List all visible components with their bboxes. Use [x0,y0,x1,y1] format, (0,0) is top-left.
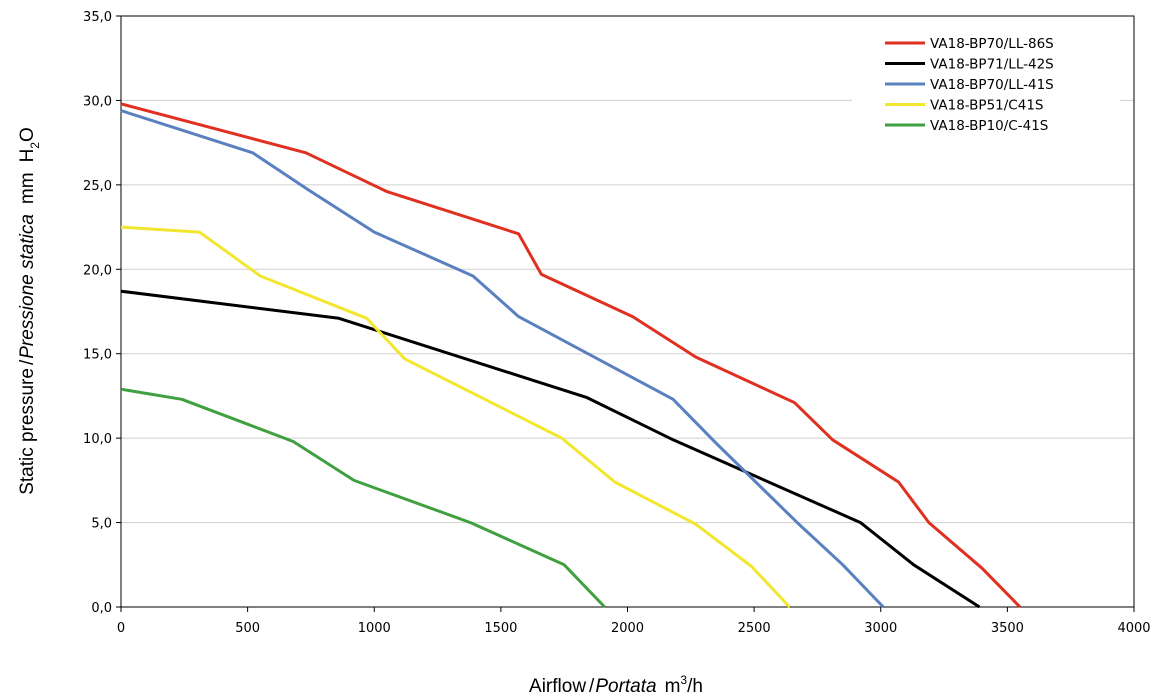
series-lines [120,102,1022,609]
x-axis-title-sep: / [589,676,595,697]
x-axis-ticks: 0 500 1000 1500 2000 2500 3000 3500 4000 [117,607,1151,636]
y-tick-label: 35,0 [83,10,112,25]
x-tick-label: 500 [235,621,260,636]
legend-box [852,30,1120,150]
y-tick-label: 5,0 [91,517,112,532]
legend-label-0: VA18-BP70/LL-86S [930,36,1054,52]
y-tick-label: 0,0 [91,601,112,616]
y-axis-title-unit-sub: 2 [28,142,42,149]
y-axis-title-italic: Pressione statica [17,214,38,359]
y-tick-label: 15,0 [83,348,112,363]
y-axis-title-unit-h: H [17,149,38,163]
legend-label-2: VA18-BP70/LL-41S [930,77,1054,93]
series-line-3 [120,225,791,609]
series-line-0 [120,102,1022,609]
x-tick-label: 4000 [1117,621,1150,636]
x-tick-label: 1500 [484,621,517,636]
x-tick-label: 2500 [738,621,771,636]
y-tick-label: 10,0 [83,432,112,447]
legend-label-3: VA18-BP51/C41S [930,98,1043,114]
x-tick-label: 1000 [358,621,391,636]
x-axis-title-unit-tail: /h [687,676,703,697]
x-axis-title-prefix: Airflow [529,676,586,697]
x-tick-label: 2000 [611,621,644,636]
y-axis-title-unit: mm [17,172,38,204]
series-line-2 [120,109,885,609]
x-axis-title-italic: Portata [595,676,656,697]
x-axis-title-unit-sup: 3 [680,673,687,687]
x-tick-label: 0 [117,621,125,636]
y-axis-ticks: 0,0 5,0 10,0 15,0 20,0 25,0 30,0 35,0 [83,10,121,616]
y-axis-title: Static pressure /Pressione statica mm H2O [17,127,42,495]
series-line-4 [120,387,606,609]
x-axis-title-unit: m [665,676,681,697]
legend-label-4: VA18-BP10/C-41S [930,118,1048,134]
y-tick-label: 30,0 [83,94,112,109]
x-tick-label: 3500 [991,621,1024,636]
gridlines [121,99,1134,524]
x-axis-title: Airflow/Portata m3/h [529,673,703,697]
y-axis-title-sep: / [17,359,38,365]
y-tick-label: 25,0 [83,179,112,194]
x-tick-label: 3000 [864,621,897,636]
y-axis-title-prefix: Static pressure [17,368,38,495]
y-tick-label: 20,0 [83,263,112,278]
series-line-1 [120,289,981,609]
legend: VA18-BP70/LL-86S VA18-BP71/LL-42S VA18-BP7… [852,30,1120,150]
legend-label-1: VA18-BP71/LL-42S [930,57,1054,73]
y-axis-title-unit-o: O [17,127,38,142]
